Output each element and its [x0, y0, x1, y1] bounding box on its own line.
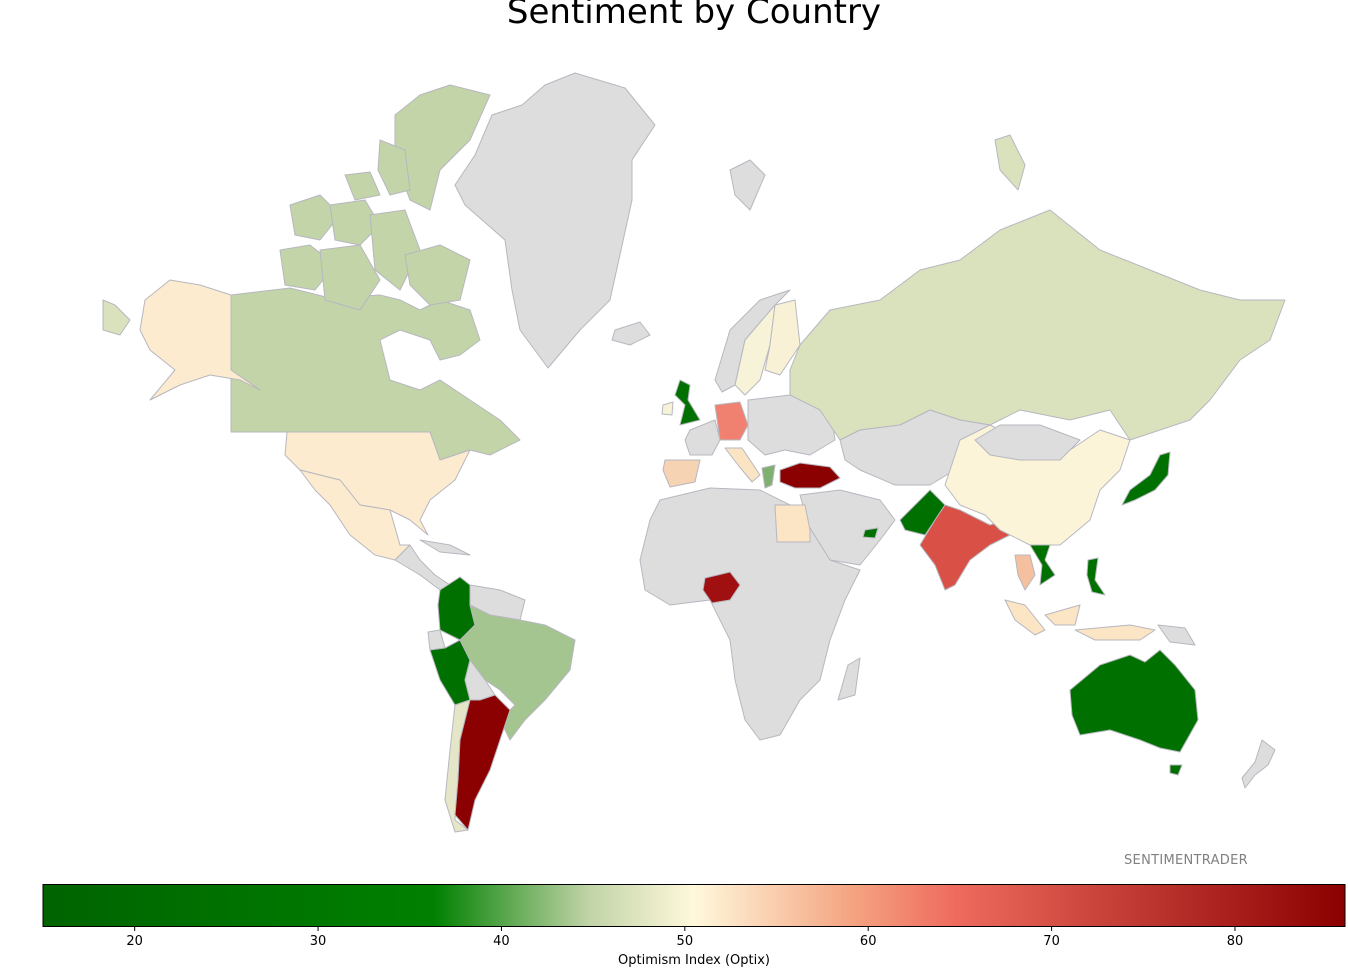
colorbar-tick-label: 40 — [493, 934, 510, 949]
country-germany — [714, 401, 749, 441]
region-svalbard — [729, 159, 766, 211]
country-turkey — [779, 462, 841, 489]
region-chukotka — [102, 299, 131, 336]
colorbar-tick-label: 20 — [126, 934, 143, 949]
country-madagascar — [837, 657, 861, 701]
country-thailand — [1014, 554, 1036, 591]
country-png — [1157, 624, 1196, 646]
country-vietnam — [1029, 544, 1056, 586]
country-peru — [429, 639, 471, 706]
country-canada — [230, 84, 521, 461]
country-greenland — [454, 72, 656, 369]
world-map — [102, 72, 1286, 833]
country-ecuador — [427, 629, 446, 651]
country-nigeria — [702, 571, 741, 604]
country-russia — [789, 209, 1286, 441]
region-central-america — [394, 544, 451, 591]
country-australia — [1069, 649, 1199, 753]
country-italy — [724, 447, 761, 483]
colorbar — [42, 884, 1346, 931]
country-new-zealand — [1241, 739, 1276, 789]
country-greece — [761, 464, 776, 489]
country-iceland — [611, 321, 651, 346]
colorbar-label: Optimism Index (Optix) — [618, 953, 770, 968]
country-japan — [1121, 451, 1171, 506]
colorbar-tick-label: 70 — [1043, 934, 1060, 949]
country-france — [684, 419, 721, 456]
country-indonesia — [1004, 599, 1156, 641]
country-india — [919, 504, 1011, 591]
country-tasmania — [1169, 764, 1183, 776]
colorbar-tick-label: 50 — [676, 934, 694, 949]
country-egypt — [774, 504, 811, 543]
country-united-kingdom — [674, 379, 701, 426]
region-russia-islands — [994, 134, 1026, 191]
colorbar-tick-label: 30 — [309, 934, 327, 949]
watermark: SENTIMENTRADER — [1124, 853, 1248, 868]
country-brazil — [459, 604, 576, 741]
country-uae — [862, 527, 879, 539]
country-ireland — [661, 401, 674, 416]
country-philippines — [1086, 557, 1106, 596]
country-spain — [662, 459, 701, 488]
map-title: Sentiment by Country — [506, 0, 882, 32]
colorbar-gradient — [42, 884, 1346, 927]
country-mongolia — [974, 424, 1081, 461]
country-argentina — [454, 694, 511, 831]
colorbar-tick-label: 60 — [859, 934, 877, 949]
region-caribbean — [419, 539, 471, 556]
colorbar-tick-label: 80 — [1226, 934, 1244, 949]
